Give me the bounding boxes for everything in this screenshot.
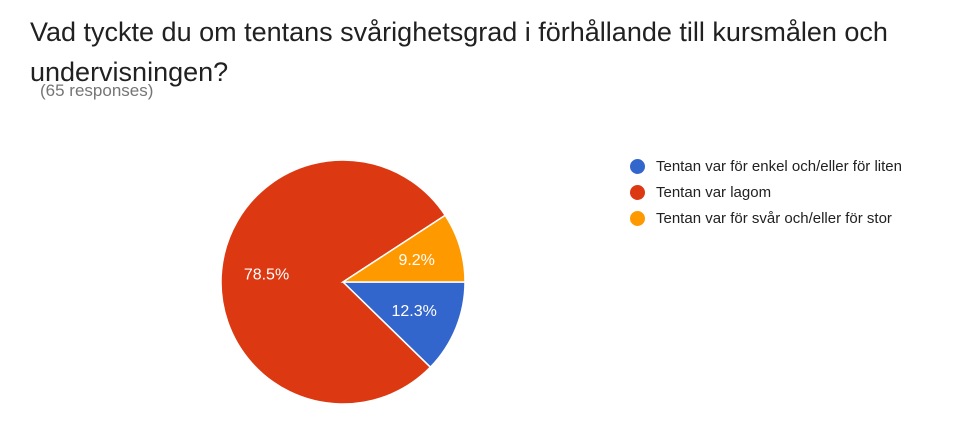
pie-label-svar: 9.2% bbox=[398, 252, 434, 269]
legend-label-lagom: Tentan var lagom bbox=[656, 184, 772, 201]
legend: Tentan var för enkel och/eller för liten… bbox=[630, 156, 930, 234]
legend-swatch-lagom bbox=[630, 185, 645, 200]
pie-chart: 12.3% 78.5% 9.2% bbox=[220, 159, 466, 405]
legend-swatch-svar bbox=[630, 211, 645, 226]
response-count: (65 responses) bbox=[40, 81, 154, 100]
legend-label-enkel: Tentan var för enkel och/eller för liten bbox=[656, 158, 902, 175]
pie-slice-svar[interactable] bbox=[340, 214, 466, 283]
legend-item-enkel[interactable]: Tentan var för enkel och/eller för liten bbox=[630, 156, 930, 177]
chart-title: Vad tyckte du om tentans svårighetsgrad … bbox=[30, 17, 888, 87]
legend-item-lagom[interactable]: Tentan var lagom bbox=[630, 182, 930, 203]
pie-slice-lagom[interactable] bbox=[220, 159, 447, 405]
legend-item-svar[interactable]: Tentan var för svår och/eller för stor bbox=[630, 208, 930, 229]
pie-slice-enkel[interactable] bbox=[341, 281, 466, 369]
pie-label-lagom: 78.5% bbox=[244, 267, 289, 284]
pie-label-enkel: 12.3% bbox=[392, 303, 437, 320]
legend-swatch-enkel bbox=[630, 159, 645, 174]
legend-label-svar: Tentan var för svår och/eller för stor bbox=[656, 210, 892, 227]
